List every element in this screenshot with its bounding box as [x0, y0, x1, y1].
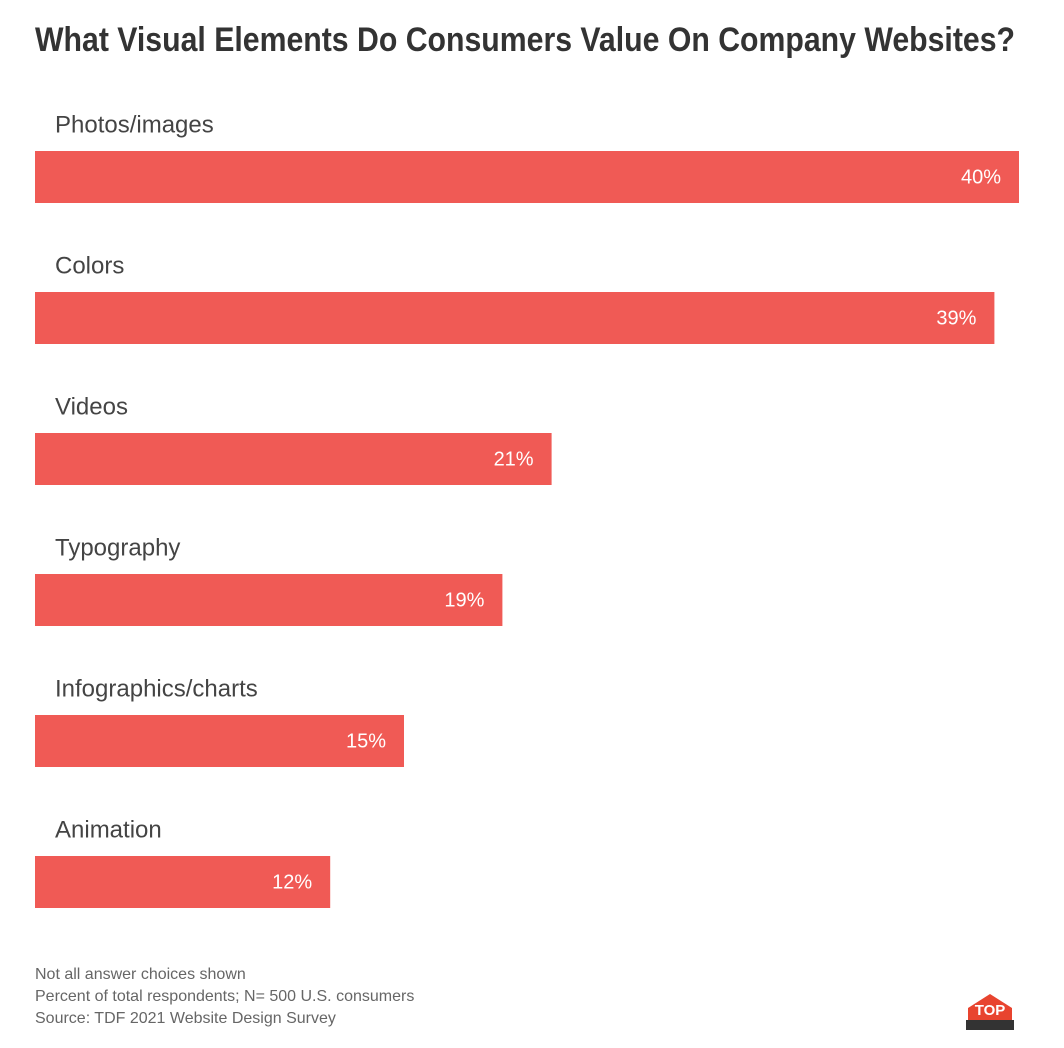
footnote: Not all answer choices shown [35, 966, 246, 983]
value-label: 21% [494, 448, 534, 470]
bar [35, 151, 1019, 203]
category-label: Colors [55, 252, 124, 279]
value-label: 39% [936, 307, 976, 329]
chart-title: What Visual Elements Do Consumers Value … [35, 21, 1015, 59]
logo-text: TOP [975, 1002, 1006, 1019]
category-label: Animation [55, 816, 162, 843]
logo-base [966, 1020, 1014, 1030]
value-label: 19% [444, 589, 484, 611]
bar [35, 433, 552, 485]
bar [35, 574, 503, 626]
category-label: Photos/images [55, 111, 214, 138]
logo: TOP [966, 994, 1014, 1030]
footnote: Source: TDF 2021 Website Design Survey [35, 1010, 336, 1027]
category-label: Typography [55, 534, 180, 561]
bar [35, 715, 404, 767]
category-label: Infographics/charts [55, 675, 258, 702]
bar [35, 856, 331, 908]
bar [35, 292, 995, 344]
logo-shape [968, 994, 1012, 1020]
footnote: Percent of total respondents; N= 500 U.S… [35, 988, 414, 1005]
value-label: 15% [346, 730, 386, 752]
category-label: Videos [55, 393, 128, 420]
value-label: 40% [961, 166, 1001, 188]
value-label: 12% [272, 871, 312, 893]
